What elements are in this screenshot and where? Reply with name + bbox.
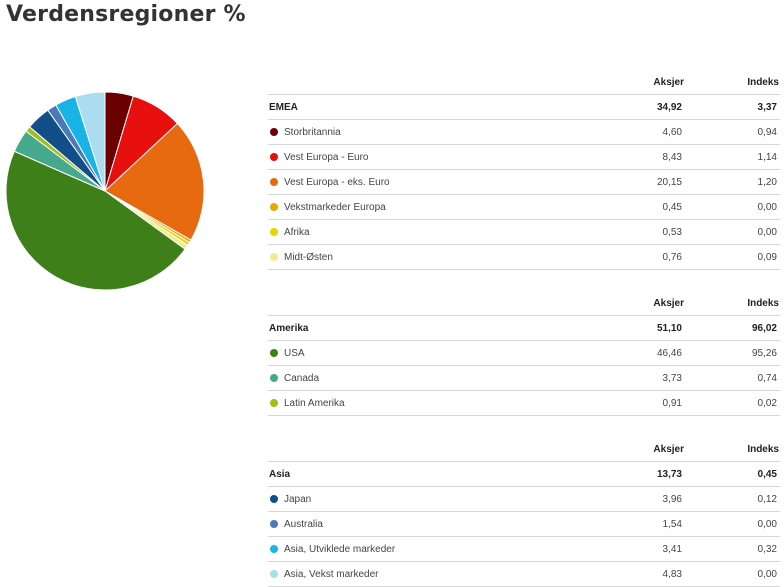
region-total-aksjer: 51,10 xyxy=(590,315,685,341)
region-name: Asia xyxy=(268,461,590,487)
row-aksjer: 1,54 xyxy=(590,511,685,537)
pie-slice-usa xyxy=(5,150,186,291)
table-row: Vekstmarkeder Europa 0,45 0,00 xyxy=(268,194,780,220)
row-indeks: 0,09 xyxy=(685,244,780,270)
region-total-row: Asia 13,73 0,45 xyxy=(268,461,780,487)
table-row: Vest Europa - eks. Euro 20,15 1,20 xyxy=(268,169,780,195)
table-row: Latin Amerika 0,91 0,02 xyxy=(268,390,780,416)
region-total-aksjer: 34,92 xyxy=(590,94,685,120)
table-row: Japan 3,96 0,12 xyxy=(268,486,780,512)
row-aksjer: 0,76 xyxy=(590,244,685,270)
column-header-aksjer: Aksjer xyxy=(590,70,685,95)
row-aksjer: 4,83 xyxy=(590,561,685,587)
table-column-header-row: Aksjer Indeks xyxy=(268,291,780,316)
row-label: Asia, Utviklede markeder xyxy=(284,543,396,555)
row-indeks: 0,74 xyxy=(685,365,780,391)
row-indeks: 1,14 xyxy=(685,144,780,170)
row-indeks: 0,00 xyxy=(685,511,780,537)
legend-dot-icon xyxy=(270,127,278,136)
row-aksjer: 0,53 xyxy=(590,219,685,245)
legend-dot-icon xyxy=(270,519,278,528)
row-indeks: 1,20 xyxy=(685,169,780,195)
region-name: Amerika xyxy=(268,315,590,341)
legend-dot-icon xyxy=(270,202,278,211)
legend-dot-icon xyxy=(270,544,278,553)
legend-dot-icon xyxy=(270,398,278,407)
region-total-indeks: 3,37 xyxy=(685,94,780,120)
row-label: Japan xyxy=(284,493,312,505)
table-column-header-row: Aksjer Indeks xyxy=(268,70,780,95)
column-header-aksjer: Aksjer xyxy=(590,291,685,316)
table-row: USA 46,46 95,26 xyxy=(268,340,780,366)
row-indeks: 0,32 xyxy=(685,536,780,562)
table-row: Storbritannia 4,60 0,94 xyxy=(268,119,780,145)
legend-dot-icon xyxy=(270,252,278,261)
table-row: Vest Europa - Euro 8,43 1,14 xyxy=(268,144,780,170)
column-header-indeks: Indeks xyxy=(685,70,780,95)
region-total-row: Amerika 51,10 96,02 xyxy=(268,315,780,341)
legend-dot-icon xyxy=(270,177,278,186)
legend-dot-icon xyxy=(270,152,278,161)
table-row: Midt-Østen 0,76 0,09 xyxy=(268,244,780,270)
row-indeks: 0,00 xyxy=(685,561,780,587)
legend-dot-icon xyxy=(270,227,278,236)
region-total-row: EMEA 34,92 3,37 xyxy=(268,94,780,120)
legend-dot-icon xyxy=(270,373,278,382)
row-indeks: 0,00 xyxy=(685,219,780,245)
row-aksjer: 0,91 xyxy=(590,390,685,416)
row-aksjer: 46,46 xyxy=(590,340,685,366)
row-aksjer: 20,15 xyxy=(590,169,685,195)
row-indeks: 0,12 xyxy=(685,486,780,512)
page-title: Verdensregioner % xyxy=(6,2,246,27)
row-label: Storbritannia xyxy=(284,126,341,138)
row-label: Afrika xyxy=(284,226,310,238)
row-aksjer: 0,45 xyxy=(590,194,685,220)
table-row: Canada 3,73 0,74 xyxy=(268,365,780,391)
legend-dot-icon xyxy=(270,348,278,357)
table-row: Asia, Utviklede markeder 3,41 0,32 xyxy=(268,536,780,562)
table-row: Afrika 0,53 0,00 xyxy=(268,219,780,245)
region-table-asia: Aksjer Indeks Asia 13,73 0,45 Japan 3,96… xyxy=(268,437,780,587)
row-aksjer: 3,96 xyxy=(590,486,685,512)
row-aksjer: 3,41 xyxy=(590,536,685,562)
table-row: Australia 1,54 0,00 xyxy=(268,511,780,537)
region-total-aksjer: 13,73 xyxy=(590,461,685,487)
region-total-indeks: 0,45 xyxy=(685,461,780,487)
row-indeks: 0,02 xyxy=(685,390,780,416)
pie-slice-asia-vekst-markeder xyxy=(74,91,106,192)
row-aksjer: 4,60 xyxy=(590,119,685,145)
table-column-header-row: Aksjer Indeks xyxy=(268,437,780,462)
row-indeks: 0,94 xyxy=(685,119,780,145)
row-aksjer: 8,43 xyxy=(590,144,685,170)
row-label: USA xyxy=(284,347,305,359)
row-label: Vekstmarkeder Europa xyxy=(284,201,386,213)
row-label: Asia, Vekst markeder xyxy=(284,568,379,580)
region-name: EMEA xyxy=(268,94,590,120)
region-table-emea: Aksjer Indeks EMEA 34,92 3,37 Storbritan… xyxy=(268,70,780,270)
row-label: Canada xyxy=(284,372,320,384)
column-header-aksjer: Aksjer xyxy=(590,437,685,462)
region-table-amerika: Aksjer Indeks Amerika 51,10 96,02 USA 46… xyxy=(268,291,780,416)
row-label: Latin Amerika xyxy=(284,397,345,409)
pie-chart xyxy=(5,91,205,291)
row-label: Midt-Østen xyxy=(284,251,333,263)
region-tables: Aksjer Indeks EMEA 34,92 3,37 Storbritan… xyxy=(268,70,780,587)
row-label: Australia xyxy=(284,518,323,530)
row-label: Vest Europa - Euro xyxy=(284,151,369,163)
row-label: Vest Europa - eks. Euro xyxy=(284,176,390,188)
pie-slice-vest-europa-eks-euro xyxy=(104,122,205,241)
column-header-indeks: Indeks xyxy=(685,437,780,462)
legend-dot-icon xyxy=(270,569,278,578)
column-header-indeks: Indeks xyxy=(685,291,780,316)
legend-dot-icon xyxy=(270,494,278,503)
table-row: Asia, Vekst markeder 4,83 0,00 xyxy=(268,561,780,587)
region-total-indeks: 96,02 xyxy=(685,315,780,341)
row-indeks: 0,00 xyxy=(685,194,780,220)
row-aksjer: 3,73 xyxy=(590,365,685,391)
row-indeks: 95,26 xyxy=(685,340,780,366)
